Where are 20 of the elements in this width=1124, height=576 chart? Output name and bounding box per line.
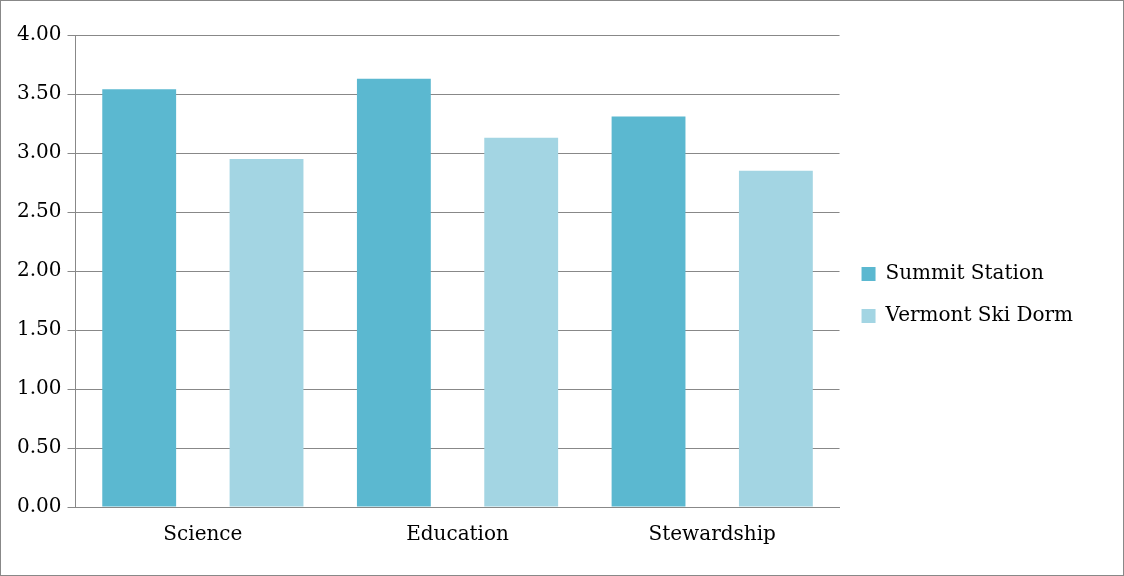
y-tick-label: 4.00 [17,21,62,46]
x-tick-label: Science [163,521,243,546]
bar [484,137,559,507]
bar [738,170,813,507]
bar [229,158,304,507]
legend-label: Summit Station [885,260,1044,285]
y-tick-label: 1.00 [17,375,62,400]
x-tick-label: Stewardship [648,521,776,546]
bar [102,89,177,507]
bar [611,116,686,507]
y-tick-label: 0.50 [17,434,62,459]
y-tick-label: 0.00 [17,493,62,518]
y-tick-label: 3.00 [17,139,62,164]
bar [356,78,431,507]
y-tick-label: 1.50 [17,316,62,341]
legend-label: Vermont Ski Dorm [884,302,1074,327]
y-tick-label: 3.50 [17,80,62,105]
x-tick-label: Education [406,521,510,546]
y-tick-label: 2.00 [17,257,62,282]
y-tick-label: 2.50 [17,198,62,223]
